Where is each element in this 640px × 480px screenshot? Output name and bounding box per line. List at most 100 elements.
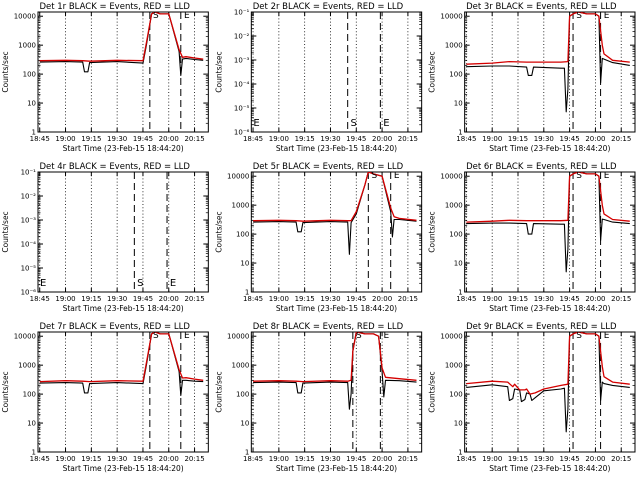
end-marker-label: E [170,278,176,289]
plot-area [464,11,636,133]
y-tick-label: 100 [449,71,462,79]
plot-area [464,171,636,293]
x-tick-label: 19:00 [269,135,289,143]
plot-area [37,171,209,293]
y-tick-label: 1000 [445,202,463,210]
chart-title: Det 6r BLACK = Events, RED = LLD [466,162,617,172]
lld-series-line [466,332,630,395]
x-tick-label: 18:45 [30,455,50,463]
x-tick-label: 19:30 [107,295,127,303]
x-tick-label: 19:45 [560,295,580,303]
y-tick-label: 10000 [14,13,36,21]
x-tick-label: 19:45 [560,455,580,463]
chart-title: Det 7r BLACK = Events, RED = LLD [39,322,190,332]
x-tick-label: 19:30 [320,455,340,463]
y-axis-label: Counts/sec [214,371,223,412]
x-tick-label: 18:45 [456,455,476,463]
x-tick-label: 19:00 [269,295,289,303]
y-tick-label: 10⁻⁶ [234,129,250,137]
x-tick-label: 20:00 [585,295,605,303]
chart-panel-3: Det 3r BLACK = Events, RED = LLD 18:45 19:… [428,2,636,153]
x-axis-label: Start Time (23-Feb-15 18:44:20) [489,304,610,313]
y-tick-label: 100 [236,231,249,239]
lld-series-line [253,332,417,383]
start-marker-label: S [576,171,582,181]
y-tick-label: 10⁻² [21,193,37,201]
y-tick-label: 10 [454,260,463,268]
x-tick-label: 19:15 [81,295,101,303]
x-tick-label: 20:15 [398,455,418,463]
chart-panel-9: Det 9r BLACK = Events, RED = LLD 18:45 19:… [428,322,636,473]
empty-panel-tag: E [253,118,259,129]
plot-area [250,11,423,133]
x-axis-label: Start Time (23-Feb-15 18:44:20) [63,304,184,313]
plot-area [250,331,423,453]
x-tick-label: 20:15 [184,135,204,143]
plot-area [250,171,423,293]
chart-panel-8: Det 8r BLACK = Events, RED = LLD 18:45 19:… [214,322,423,473]
y-tick-label: 1000 [232,202,250,210]
y-tick-label: 10⁻² [234,33,250,41]
y-tick-label: 1 [245,449,249,457]
y-tick-label: 10 [454,420,463,428]
x-axis-label: Start Time (23-Feb-15 18:44:20) [276,304,397,313]
x-tick-label: 19:45 [346,135,366,143]
plot-area [37,331,209,453]
events-series-line [466,332,630,433]
x-tick-label: 20:00 [372,455,392,463]
y-tick-label: 10 [240,260,249,268]
x-tick-label: 19:00 [55,295,75,303]
x-tick-label: 19:00 [482,455,502,463]
end-marker-label: E [604,171,610,181]
chart-panel-6: Det 6r BLACK = Events, RED = LLD 18:45 19:… [428,162,636,313]
x-axis-label: Start Time (23-Feb-15 18:44:20) [489,464,610,473]
x-tick-label: 20:15 [611,295,631,303]
start-marker-label: S [576,331,582,341]
y-axis-label: Counts/sec [214,51,223,92]
y-tick-label: 10⁻⁶ [21,289,37,297]
x-tick-label: 19:30 [320,295,340,303]
y-tick-label: 10⁻³ [21,217,37,225]
x-tick-label: 19:00 [482,295,502,303]
y-tick-label: 10000 [227,173,249,181]
x-tick-label: 19:15 [508,135,528,143]
y-tick-label: 100 [449,391,462,399]
y-tick-label: 10000 [440,13,462,21]
x-tick-label: 18:45 [243,455,263,463]
x-tick-label: 19:30 [320,135,340,143]
x-tick-label: 19:30 [534,295,554,303]
empty-panel-tag: E [40,278,46,289]
events-series-line [253,172,417,255]
x-tick-label: 19:15 [508,295,528,303]
end-marker-label: E [184,331,190,341]
x-tick-label: 19:00 [482,135,502,143]
x-tick-label: 18:45 [456,135,476,143]
y-axis-label: Counts/sec [1,211,10,252]
start-marker-label: S [371,171,377,181]
y-tick-label: 10 [240,420,249,428]
y-axis-label: Counts/sec [428,51,437,92]
end-marker-label: E [184,11,190,21]
end-marker-label: E [604,331,610,341]
y-tick-label: 1000 [445,362,463,370]
x-tick-label: 20:00 [372,135,392,143]
x-tick-label: 20:00 [585,135,605,143]
x-axis-label: Start Time (23-Feb-15 18:44:20) [63,144,184,153]
x-tick-label: 19:45 [346,455,366,463]
chart-panel-2: Det 2r BLACK = Events, RED = LLD 18:45 19:… [214,2,423,153]
chart-title: Det 4r BLACK = Events, RED = LLD [39,162,190,172]
y-tick-label: 10⁻⁵ [21,265,37,273]
y-axis-label: Counts/sec [1,51,10,92]
y-tick-label: 10 [27,100,36,108]
start-marker-label: S [356,331,362,341]
chart-panel-7: Det 7r BLACK = Events, RED = LLD 18:45 19:… [1,322,209,473]
x-tick-label: 19:15 [295,135,315,143]
y-tick-label: 100 [449,231,462,239]
chart-title: Det 3r BLACK = Events, RED = LLD [466,2,617,12]
y-tick-label: 10⁻¹ [234,9,250,17]
x-tick-label: 19:30 [107,135,127,143]
x-tick-label: 19:15 [81,135,101,143]
lld-series-line [39,12,204,62]
chart-title: Det 9r BLACK = Events, RED = LLD [466,322,617,332]
